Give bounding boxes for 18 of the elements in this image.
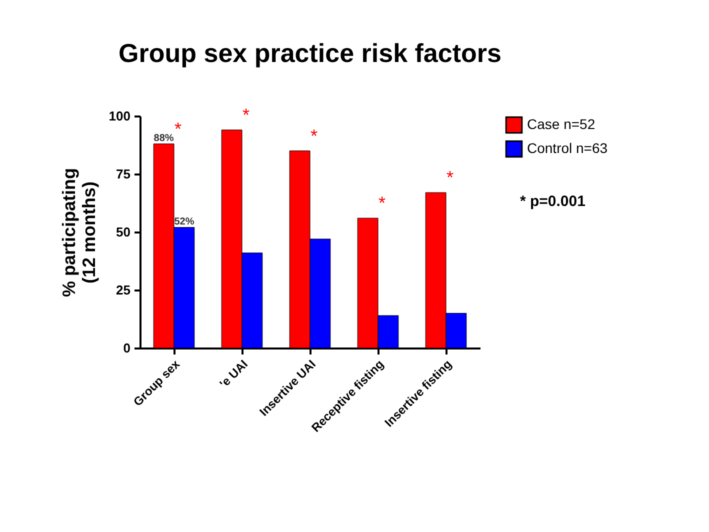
annotation: *: [242, 104, 250, 125]
annotation: *: [174, 118, 182, 139]
y-tick-label: 75: [116, 166, 130, 182]
data-label: 52%: [174, 216, 194, 228]
y-tick-label: 0: [123, 340, 130, 356]
y-tick-label: 100: [108, 108, 130, 124]
y-tick-label: 25: [116, 282, 130, 298]
legend-label: Case n=52: [527, 116, 596, 132]
x-tick-label: 'e UAI: [216, 357, 250, 391]
annotation: *: [310, 126, 318, 146]
y-axis-title: % participating (12 months): [58, 168, 99, 298]
annotation: *: [446, 168, 454, 188]
y-tick-label: 50: [116, 224, 130, 240]
annotation: *: [378, 193, 386, 214]
data-label: 88%: [154, 132, 174, 144]
legend-label: Control n=63: [527, 140, 608, 156]
text: * p=0.001: [520, 193, 586, 210]
chart-title: Group sex practice risk factors: [118, 38, 502, 68]
